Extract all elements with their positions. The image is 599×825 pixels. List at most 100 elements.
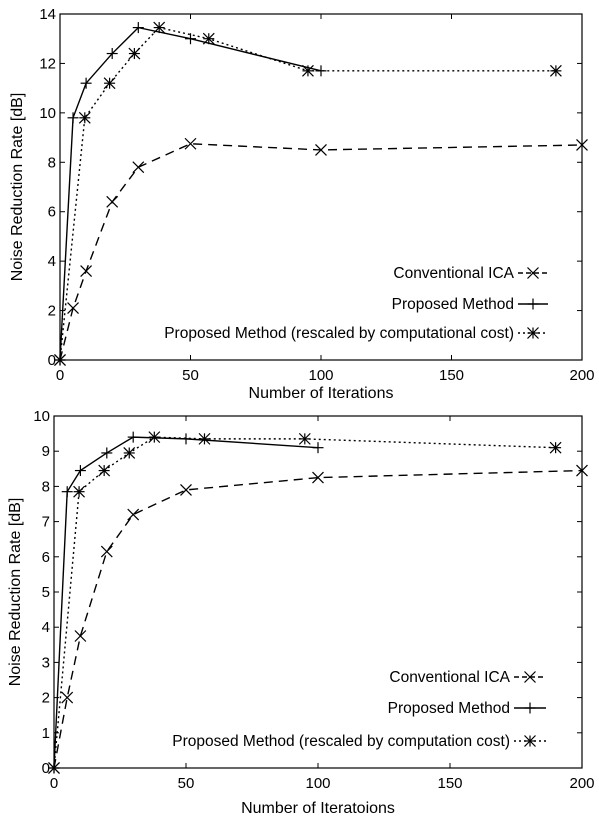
data-point [106, 48, 118, 60]
y-tick-label: 2 [48, 303, 56, 320]
data-point [48, 762, 60, 774]
legend-label: Proposed Method (rescaled by computation… [164, 325, 514, 342]
legend-marker [527, 298, 539, 310]
data-point [153, 21, 166, 34]
y-tick-label: 1 [42, 725, 50, 742]
legend-entry: Conventional ICA [393, 265, 548, 282]
data-point [67, 112, 79, 124]
data-point [549, 441, 562, 454]
legend-label: Proposed Method [388, 700, 510, 717]
x-tick-label: 0 [50, 775, 58, 792]
x-tick-label: 150 [439, 367, 464, 384]
y-tick-label: 10 [39, 105, 56, 122]
data-point [61, 691, 74, 704]
x-tick-label: 50 [178, 775, 195, 792]
x-tick-label: 200 [569, 775, 594, 792]
data-point [202, 32, 215, 45]
data-point [576, 464, 588, 477]
data-point [576, 139, 588, 151]
series-line [59, 26, 556, 361]
legend-marker [527, 267, 539, 279]
y-tick-label: 4 [48, 253, 56, 270]
x-tick-label: 200 [569, 367, 594, 384]
data-point [80, 77, 92, 89]
data-point [123, 447, 136, 459]
chart-panel-2: 0 50 100 150 200 0 1 2 3 4 5 6 7 8 9 10 Number of Iterat… [7, 408, 595, 817]
legend-marker [527, 327, 539, 339]
y-tick-label: 2 [42, 690, 50, 707]
y-axis-label: Noise Reduction Rate [dB] [9, 93, 26, 282]
legend-entry: Conventional ICA [389, 669, 546, 686]
series-line [59, 143, 583, 361]
series-x-dashed [48, 464, 588, 774]
data-point [67, 302, 79, 315]
data-point [74, 465, 86, 477]
legend-label: Proposed Method (rescaled by computation… [172, 733, 510, 750]
data-point [315, 65, 327, 77]
data-point [128, 47, 141, 60]
data-point [132, 22, 144, 34]
y-tick-label: 0 [42, 760, 50, 777]
data-point [185, 33, 196, 45]
data-point [127, 431, 139, 443]
y-tick-label: 5 [42, 584, 50, 601]
series-+-solid [54, 22, 327, 366]
data-point [54, 354, 66, 366]
y-tick-label: 8 [48, 154, 56, 171]
y-tick-label: 6 [42, 549, 50, 566]
x-axis-label: Number of Iteratoions [241, 800, 395, 817]
data-point [312, 471, 324, 484]
legend-entry: Proposed Method [392, 296, 548, 313]
series-line [53, 436, 319, 769]
data-point [98, 464, 111, 477]
legend-entry: Proposed Method (rescaled by computation… [172, 733, 546, 750]
legend-marker [524, 735, 536, 747]
data-point [61, 486, 73, 498]
y-tick-label: 8 [42, 478, 50, 495]
y-tick-label: 9 [42, 443, 50, 460]
data-point [298, 432, 311, 445]
legend-label: Conventional ICA [393, 265, 514, 282]
data-point [148, 431, 161, 444]
series-line [53, 436, 556, 769]
data-point [103, 77, 116, 90]
series-line [59, 26, 322, 361]
data-point [74, 630, 87, 642]
legend-marker [524, 671, 536, 683]
x-tick-label: 100 [308, 367, 333, 384]
legend-marker [524, 702, 536, 714]
data-point [180, 483, 192, 496]
data-point [78, 111, 91, 124]
data-point [127, 508, 140, 521]
y-tick-label: 14 [39, 6, 56, 23]
x-axis-label: Number of Iterations [249, 385, 394, 402]
y-axis-label: Noise Reduction Rate [dB] [7, 498, 24, 687]
y-tick-label: 6 [48, 204, 56, 221]
legend-label: Conventional ICA [389, 669, 510, 686]
legend-entry: Proposed Method (rescaled by computation… [164, 325, 548, 342]
x-tick-label: 50 [182, 367, 199, 384]
x-tick-label: 0 [56, 367, 64, 384]
y-tick-label: 3 [42, 654, 50, 671]
y-tick-label: 10 [33, 408, 50, 425]
data-point [315, 144, 327, 156]
data-point [101, 447, 113, 459]
x-tick-label: 100 [305, 775, 330, 792]
legend-entry: Proposed Method [388, 700, 546, 717]
y-tick-label: 4 [42, 619, 50, 636]
data-point [198, 432, 211, 445]
y-tick-label: 12 [39, 55, 56, 72]
data-point [80, 265, 93, 277]
chart-panel-1: 0 50 100 150 200 0 2 4 6 8 10 12 14 Number of Iterati… [9, 6, 595, 402]
series-+-solid [48, 431, 324, 774]
data-point [312, 442, 324, 454]
data-point [73, 485, 86, 498]
data-point [132, 161, 145, 174]
series-*-dotted [48, 431, 562, 774]
y-tick-label: 7 [42, 514, 50, 531]
data-point [302, 64, 314, 77]
series-*-dotted [54, 21, 562, 366]
legend-label: Proposed Method [392, 296, 514, 313]
data-point [184, 137, 197, 150]
